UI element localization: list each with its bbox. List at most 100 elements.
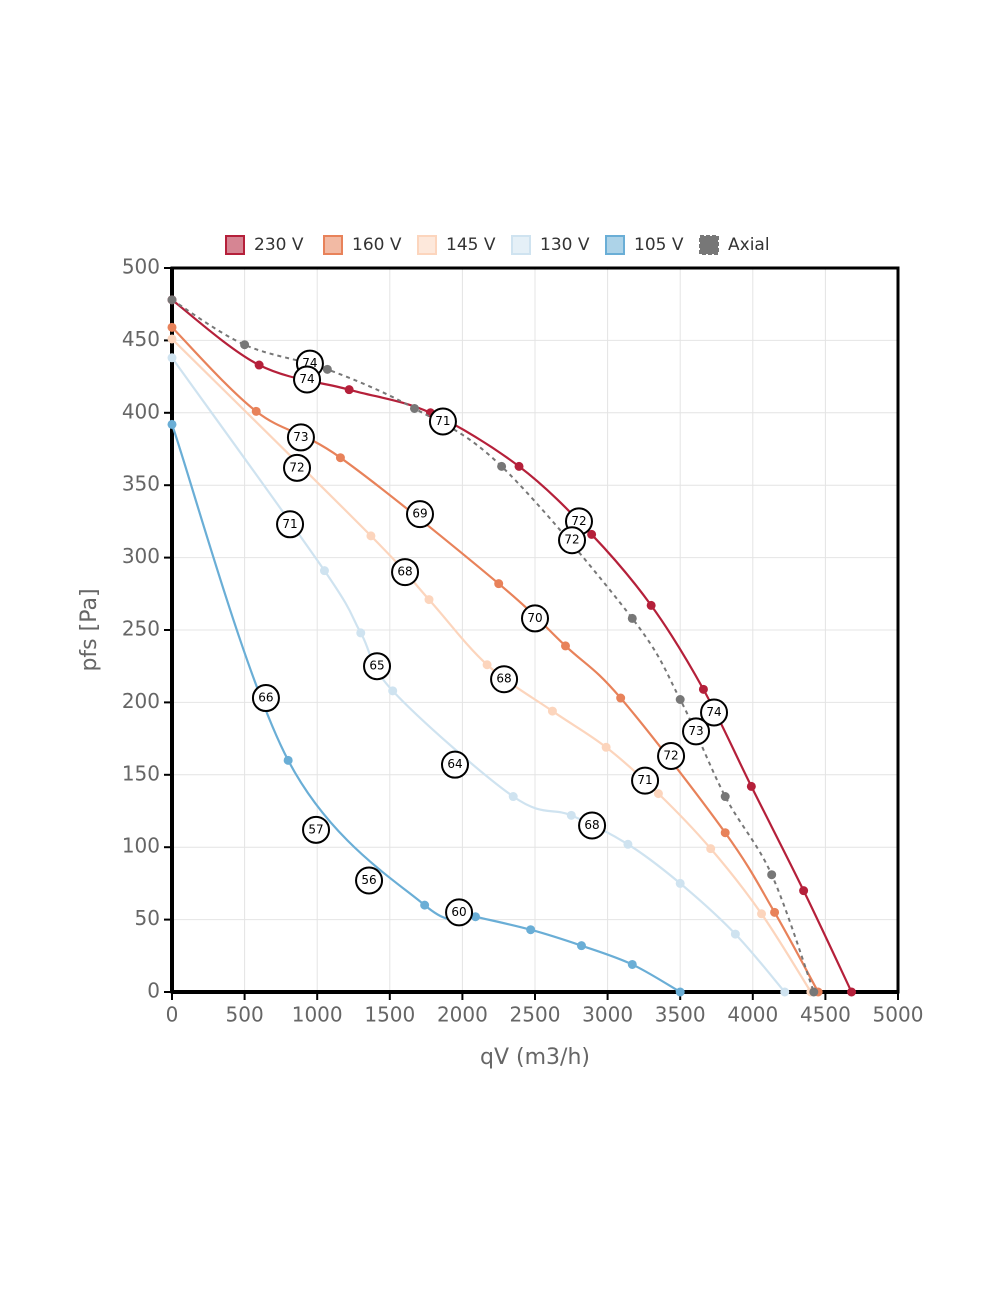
data-point bbox=[780, 987, 790, 997]
data-point bbox=[720, 828, 730, 838]
annotation-label: 71 bbox=[435, 414, 450, 428]
annotation-label: 60 bbox=[451, 905, 466, 919]
data-point bbox=[746, 781, 756, 791]
data-point bbox=[675, 878, 685, 888]
data-point bbox=[720, 792, 730, 802]
annotation-circle bbox=[302, 815, 331, 844]
x-tick-label: 2500 bbox=[510, 1003, 561, 1027]
data-point bbox=[283, 755, 293, 765]
annotation-label: 72 bbox=[571, 514, 586, 528]
annotation-circle bbox=[682, 717, 711, 746]
data-point bbox=[497, 461, 507, 471]
legend-label: 105 V bbox=[634, 235, 684, 255]
annotation-circle bbox=[428, 407, 457, 436]
data-point bbox=[409, 403, 419, 413]
annotation-circle bbox=[445, 898, 474, 927]
data-point bbox=[767, 870, 777, 880]
data-point bbox=[566, 810, 576, 820]
data-point bbox=[344, 385, 354, 395]
data-point bbox=[322, 364, 332, 374]
annotation-circle bbox=[283, 453, 312, 482]
data-point bbox=[757, 909, 767, 919]
x-axis-label: qV (m3/h) bbox=[480, 1045, 590, 1070]
data-point bbox=[809, 987, 819, 997]
data-point bbox=[319, 566, 329, 576]
data-point bbox=[675, 695, 685, 705]
legend-swatch bbox=[511, 235, 531, 255]
data-point bbox=[514, 461, 524, 471]
annotation-circle bbox=[391, 558, 420, 587]
series-line bbox=[171, 299, 815, 993]
annotation-label: 69 bbox=[412, 507, 427, 521]
annotation-circle bbox=[251, 684, 280, 713]
annotation-label: 68 bbox=[496, 672, 511, 686]
annotation-label: 72 bbox=[663, 748, 678, 762]
data-point bbox=[627, 613, 637, 623]
annotation-label: 65 bbox=[369, 659, 384, 673]
legend-label: 160 V bbox=[352, 235, 402, 255]
x-tick-label: 3000 bbox=[582, 1003, 633, 1027]
data-point bbox=[482, 660, 492, 670]
legend-label: 145 V bbox=[446, 235, 496, 255]
annotation-label: 74 bbox=[706, 705, 721, 719]
annotation-label: 73 bbox=[293, 430, 308, 444]
annotation-label: 70 bbox=[527, 611, 542, 625]
data-point bbox=[698, 684, 708, 694]
data-point bbox=[167, 419, 177, 429]
series-line bbox=[171, 357, 786, 993]
annotation-circle bbox=[355, 866, 384, 895]
data-point bbox=[424, 595, 434, 605]
y-axis-label: pfs [Pa] bbox=[77, 588, 102, 671]
y-tick-label: 100 bbox=[122, 834, 160, 858]
legend-swatch bbox=[417, 235, 437, 255]
x-tick-label: 4000 bbox=[727, 1003, 778, 1027]
annotation-label: 57 bbox=[308, 822, 323, 836]
data-point bbox=[576, 941, 586, 951]
legend-item: 160 V bbox=[323, 235, 402, 255]
legend-item: 145 V bbox=[417, 235, 496, 255]
annotation-circle bbox=[700, 698, 729, 727]
legend-item: 230 V bbox=[225, 235, 304, 255]
x-tick-label: 1000 bbox=[292, 1003, 343, 1027]
y-tick-label: 450 bbox=[122, 327, 160, 351]
data-point bbox=[601, 742, 611, 752]
annotation-label: 66 bbox=[258, 691, 273, 705]
x-tick-label: 1500 bbox=[364, 1003, 415, 1027]
legend-label: Axial bbox=[728, 235, 770, 255]
y-tick-label: 50 bbox=[135, 906, 160, 930]
annotation-circle bbox=[558, 526, 587, 555]
data-point bbox=[547, 706, 557, 716]
data-point bbox=[167, 353, 177, 363]
data-point bbox=[675, 987, 685, 997]
legend-swatch bbox=[225, 235, 245, 255]
legend-swatch bbox=[699, 235, 719, 255]
data-point bbox=[366, 531, 376, 541]
legend-label: 130 V bbox=[540, 235, 590, 255]
legend-swatch bbox=[323, 235, 343, 255]
annotation-circle bbox=[440, 750, 469, 779]
y-tick-label: 150 bbox=[122, 761, 160, 785]
data-point bbox=[240, 340, 250, 350]
annotation-label: 56 bbox=[361, 873, 376, 887]
data-point bbox=[420, 900, 430, 910]
legend-swatch bbox=[605, 235, 625, 255]
data-point bbox=[770, 907, 780, 917]
annotation-circle bbox=[286, 423, 315, 452]
data-point bbox=[167, 295, 177, 305]
y-tick-label: 0 bbox=[147, 979, 160, 1003]
data-point bbox=[646, 600, 656, 610]
annotation-label: 74 bbox=[299, 372, 314, 386]
legend-item: 130 V bbox=[511, 235, 590, 255]
data-point bbox=[623, 839, 633, 849]
y-tick-label: 350 bbox=[122, 472, 160, 496]
annotation-circle bbox=[578, 811, 607, 840]
series-line bbox=[171, 298, 853, 993]
annotation-label: 72 bbox=[564, 533, 579, 547]
data-point bbox=[508, 792, 518, 802]
data-point bbox=[335, 453, 345, 463]
y-tick-label: 300 bbox=[122, 544, 160, 568]
data-point bbox=[251, 406, 261, 416]
data-point bbox=[627, 959, 637, 969]
annotation-label: 71 bbox=[282, 517, 297, 531]
